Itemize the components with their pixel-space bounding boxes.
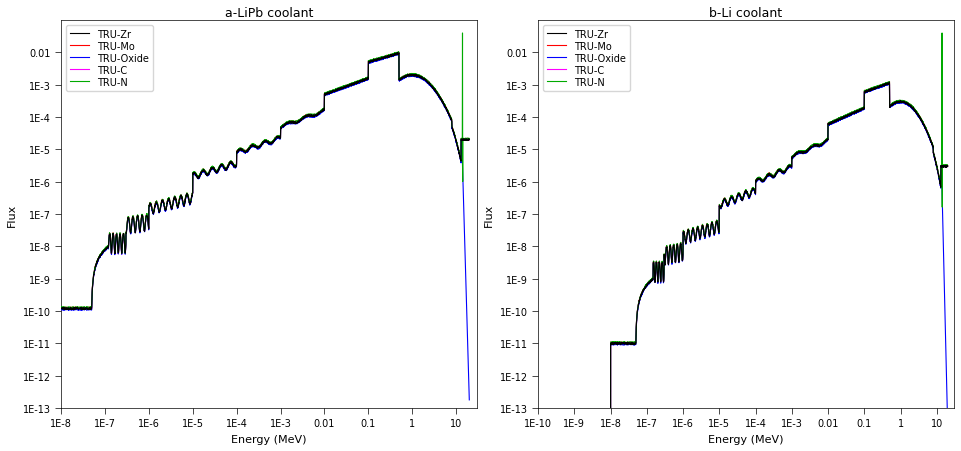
- TRU-Zr: [212, 169, 224, 175]
- Line: TRU-C: TRU-C: [62, 53, 469, 309]
- TRU-Zr: [707, 224, 719, 229]
- TRU-Zr: [890, 100, 901, 106]
- Line: TRU-Mo: TRU-Mo: [538, 83, 948, 451]
- TRU-Zr: [883, 80, 895, 86]
- TRU-Zr: [230, 164, 241, 170]
- TRU-C: [882, 81, 894, 86]
- TRU-C: [890, 100, 901, 105]
- TRU-Mo: [934, 179, 946, 185]
- TRU-N: [890, 100, 901, 106]
- TRU-Zr: [456, 138, 467, 143]
- TRU-Oxide: [942, 423, 953, 429]
- Line: TRU-Oxide: TRU-Oxide: [62, 54, 469, 400]
- TRU-Mo: [126, 219, 137, 224]
- TRU-C: [412, 74, 424, 80]
- TRU-Mo: [212, 168, 224, 174]
- Line: TRU-Zr: TRU-Zr: [538, 83, 948, 451]
- Line: TRU-Zr: TRU-Zr: [62, 54, 469, 310]
- TRU-Mo: [56, 306, 67, 311]
- Title: a-LiPb coolant: a-LiPb coolant: [225, 7, 313, 20]
- X-axis label: Energy (MeV): Energy (MeV): [232, 434, 307, 444]
- TRU-Mo: [884, 80, 896, 85]
- TRU-Oxide: [325, 91, 336, 97]
- TRU-Oxide: [332, 89, 343, 95]
- TRU-Mo: [393, 51, 405, 56]
- TRU-Zr: [463, 138, 475, 143]
- TRU-Oxide: [100, 248, 111, 253]
- TRU-N: [212, 168, 224, 173]
- TRU-N: [56, 304, 67, 310]
- TRU-Mo: [102, 244, 113, 249]
- TRU-C: [56, 306, 67, 311]
- Line: TRU-Oxide: TRU-Oxide: [538, 84, 948, 451]
- TRU-Mo: [456, 137, 467, 143]
- TRU-C: [126, 219, 137, 225]
- TRU-C: [463, 138, 475, 143]
- TRU-Zr: [942, 164, 953, 169]
- Legend: TRU-Zr, TRU-Mo, TRU-Oxide, TRU-C, TRU-N: TRU-Zr, TRU-Mo, TRU-Oxide, TRU-C, TRU-N: [543, 26, 629, 91]
- TRU-C: [212, 169, 224, 175]
- TRU-Oxide: [939, 297, 950, 302]
- X-axis label: Energy (MeV): Energy (MeV): [708, 434, 784, 444]
- Title: b-Li coolant: b-Li coolant: [709, 7, 782, 20]
- TRU-C: [942, 165, 953, 170]
- TRU-Mo: [412, 73, 424, 78]
- TRU-N: [456, 31, 468, 37]
- Y-axis label: Flux: Flux: [484, 203, 494, 226]
- TRU-Zr: [69, 307, 81, 313]
- TRU-C: [689, 237, 701, 243]
- TRU-N: [934, 177, 946, 183]
- TRU-N: [942, 164, 953, 169]
- TRU-Oxide: [883, 82, 895, 87]
- TRU-Mo: [890, 100, 901, 105]
- TRU-N: [936, 31, 948, 37]
- Line: TRU-C: TRU-C: [538, 83, 948, 451]
- TRU-Oxide: [56, 307, 67, 313]
- TRU-C: [393, 50, 405, 55]
- TRU-Oxide: [392, 51, 404, 57]
- TRU-N: [126, 218, 137, 224]
- TRU-Mo: [230, 164, 241, 169]
- TRU-N: [689, 237, 701, 242]
- TRU-C: [707, 223, 719, 229]
- TRU-N: [230, 164, 241, 169]
- TRU-C: [230, 164, 241, 170]
- TRU-N: [57, 306, 68, 312]
- TRU-Oxide: [460, 288, 472, 293]
- TRU-Oxide: [914, 116, 925, 121]
- Line: TRU-Mo: TRU-Mo: [62, 53, 469, 309]
- TRU-N: [102, 244, 113, 249]
- TRU-Oxide: [446, 126, 457, 131]
- TRU-Zr: [126, 220, 137, 225]
- TRU-Zr: [102, 245, 113, 251]
- Line: TRU-N: TRU-N: [538, 34, 948, 451]
- TRU-N: [456, 138, 467, 143]
- TRU-C: [85, 307, 96, 312]
- TRU-C: [456, 138, 467, 143]
- TRU-Mo: [942, 164, 953, 169]
- TRU-Mo: [463, 137, 475, 143]
- TRU-C: [102, 244, 113, 250]
- TRU-Mo: [689, 237, 701, 242]
- TRU-Zr: [56, 306, 67, 312]
- TRU-C: [934, 179, 946, 184]
- TRU-N: [411, 73, 423, 78]
- TRU-Zr: [934, 179, 946, 184]
- Line: TRU-N: TRU-N: [62, 34, 469, 309]
- TRU-Zr: [412, 74, 424, 79]
- TRU-Oxide: [170, 200, 182, 205]
- TRU-Zr: [689, 239, 701, 244]
- Legend: TRU-Zr, TRU-Mo, TRU-Oxide, TRU-C, TRU-N: TRU-Zr, TRU-Mo, TRU-Oxide, TRU-C, TRU-N: [66, 26, 153, 91]
- TRU-Mo: [707, 223, 719, 228]
- TRU-N: [463, 137, 475, 143]
- TRU-Oxide: [463, 397, 475, 403]
- TRU-Zr: [392, 51, 404, 56]
- TRU-N: [707, 222, 719, 228]
- TRU-Oxide: [662, 255, 674, 261]
- Y-axis label: Flux: Flux: [7, 203, 17, 226]
- TRU-Mo: [56, 307, 67, 312]
- TRU-Oxide: [846, 112, 857, 118]
